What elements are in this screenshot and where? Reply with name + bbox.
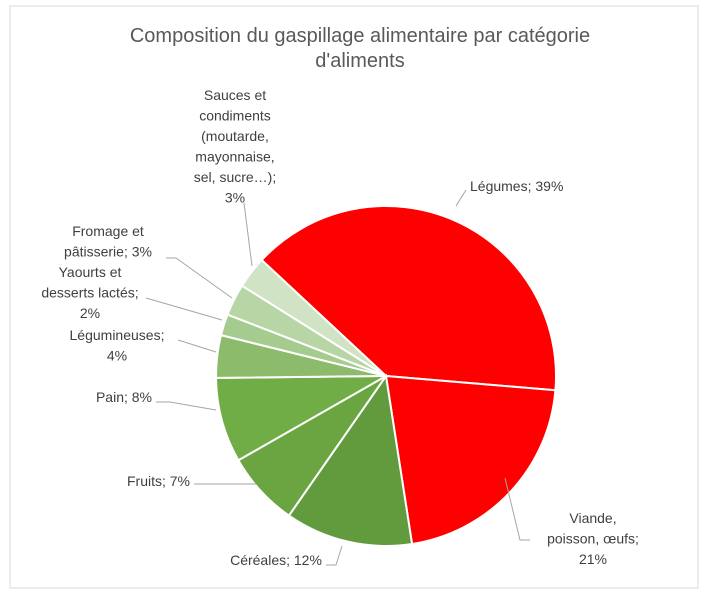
data-label: Viande, poisson, œufs; 21% <box>547 510 639 567</box>
pie-slice <box>260 205 557 392</box>
leader-line <box>145 297 223 321</box>
chart-title: Composition du gaspillage alimentaire pa… <box>130 25 590 72</box>
leader-line <box>156 401 217 411</box>
data-label: Yaourts et desserts lactés; 2% <box>41 264 138 321</box>
pie-slice <box>287 373 414 547</box>
pie-slice <box>384 374 557 546</box>
data-label: Fruits; 7% <box>127 473 190 489</box>
data-label: Fromage et pâtisserie; 3% <box>64 223 152 260</box>
data-label: Légumineuses; 4% <box>70 327 165 364</box>
leader-line <box>166 257 233 299</box>
pie-slice <box>240 258 387 377</box>
data-label: Sauces et condiments (moutarde, mayonnaise,… <box>194 87 276 206</box>
leader-line <box>177 339 217 353</box>
data-label: Pain; 8% <box>96 389 152 405</box>
leader-line <box>504 477 530 541</box>
leader-line <box>455 189 467 207</box>
leader-line <box>326 545 343 566</box>
data-label: Céréales; 12% <box>230 552 322 568</box>
leader-line <box>243 202 253 267</box>
data-label: Légumes; 39% <box>470 178 563 194</box>
